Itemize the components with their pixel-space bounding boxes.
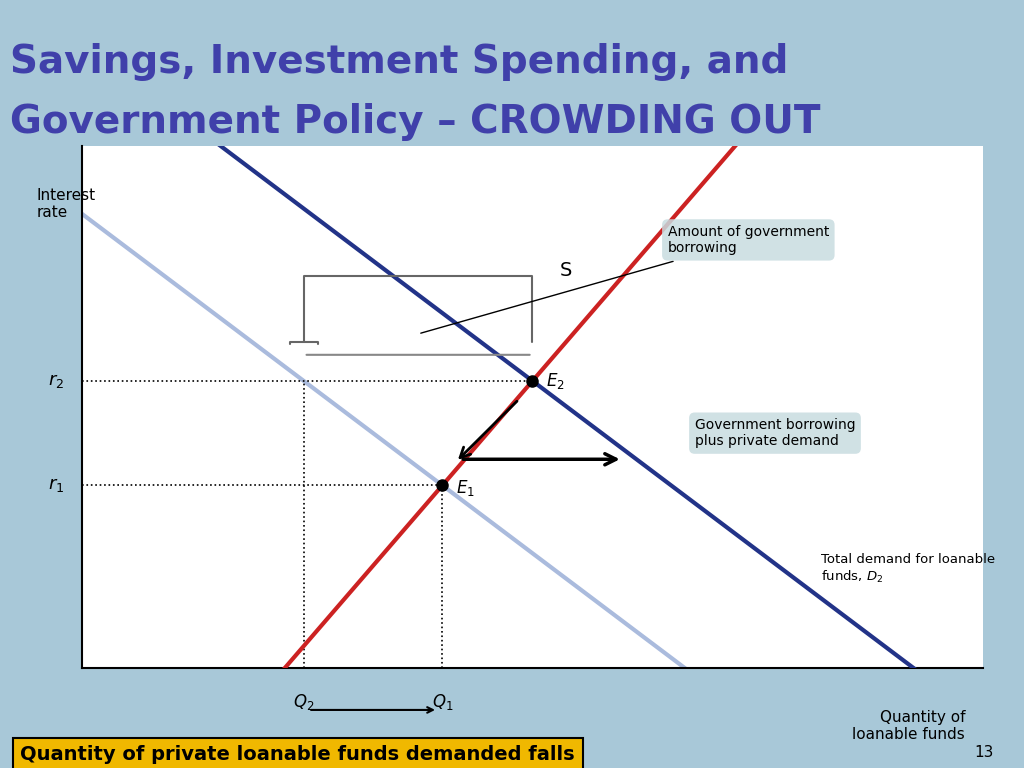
Text: $Q_2$: $Q_2$ xyxy=(293,692,314,712)
Text: Total demand for loanable
funds, $D_2$: Total demand for loanable funds, $D_2$ xyxy=(821,553,995,584)
Text: S: S xyxy=(559,261,571,280)
Text: $E_1$: $E_1$ xyxy=(456,478,475,498)
Text: Government borrowing
plus private demand: Government borrowing plus private demand xyxy=(694,418,855,449)
Text: $E_2$: $E_2$ xyxy=(546,371,565,391)
Text: Quantity of private loanable funds demanded falls: Quantity of private loanable funds deman… xyxy=(20,745,575,764)
Text: $r_2$: $r_2$ xyxy=(48,372,63,390)
Text: Interest
rate: Interest rate xyxy=(37,187,96,220)
Text: Savings, Investment Spending, and: Savings, Investment Spending, and xyxy=(10,43,788,81)
Text: 13: 13 xyxy=(974,745,993,760)
Text: $r_1$: $r_1$ xyxy=(48,476,63,495)
Text: Government Policy – CROWDING OUT: Government Policy – CROWDING OUT xyxy=(10,103,821,141)
Text: Amount of government
borrowing: Amount of government borrowing xyxy=(421,225,829,333)
Text: Quantity of
loanable funds: Quantity of loanable funds xyxy=(852,710,965,743)
Text: $Q_1$: $Q_1$ xyxy=(432,692,453,712)
